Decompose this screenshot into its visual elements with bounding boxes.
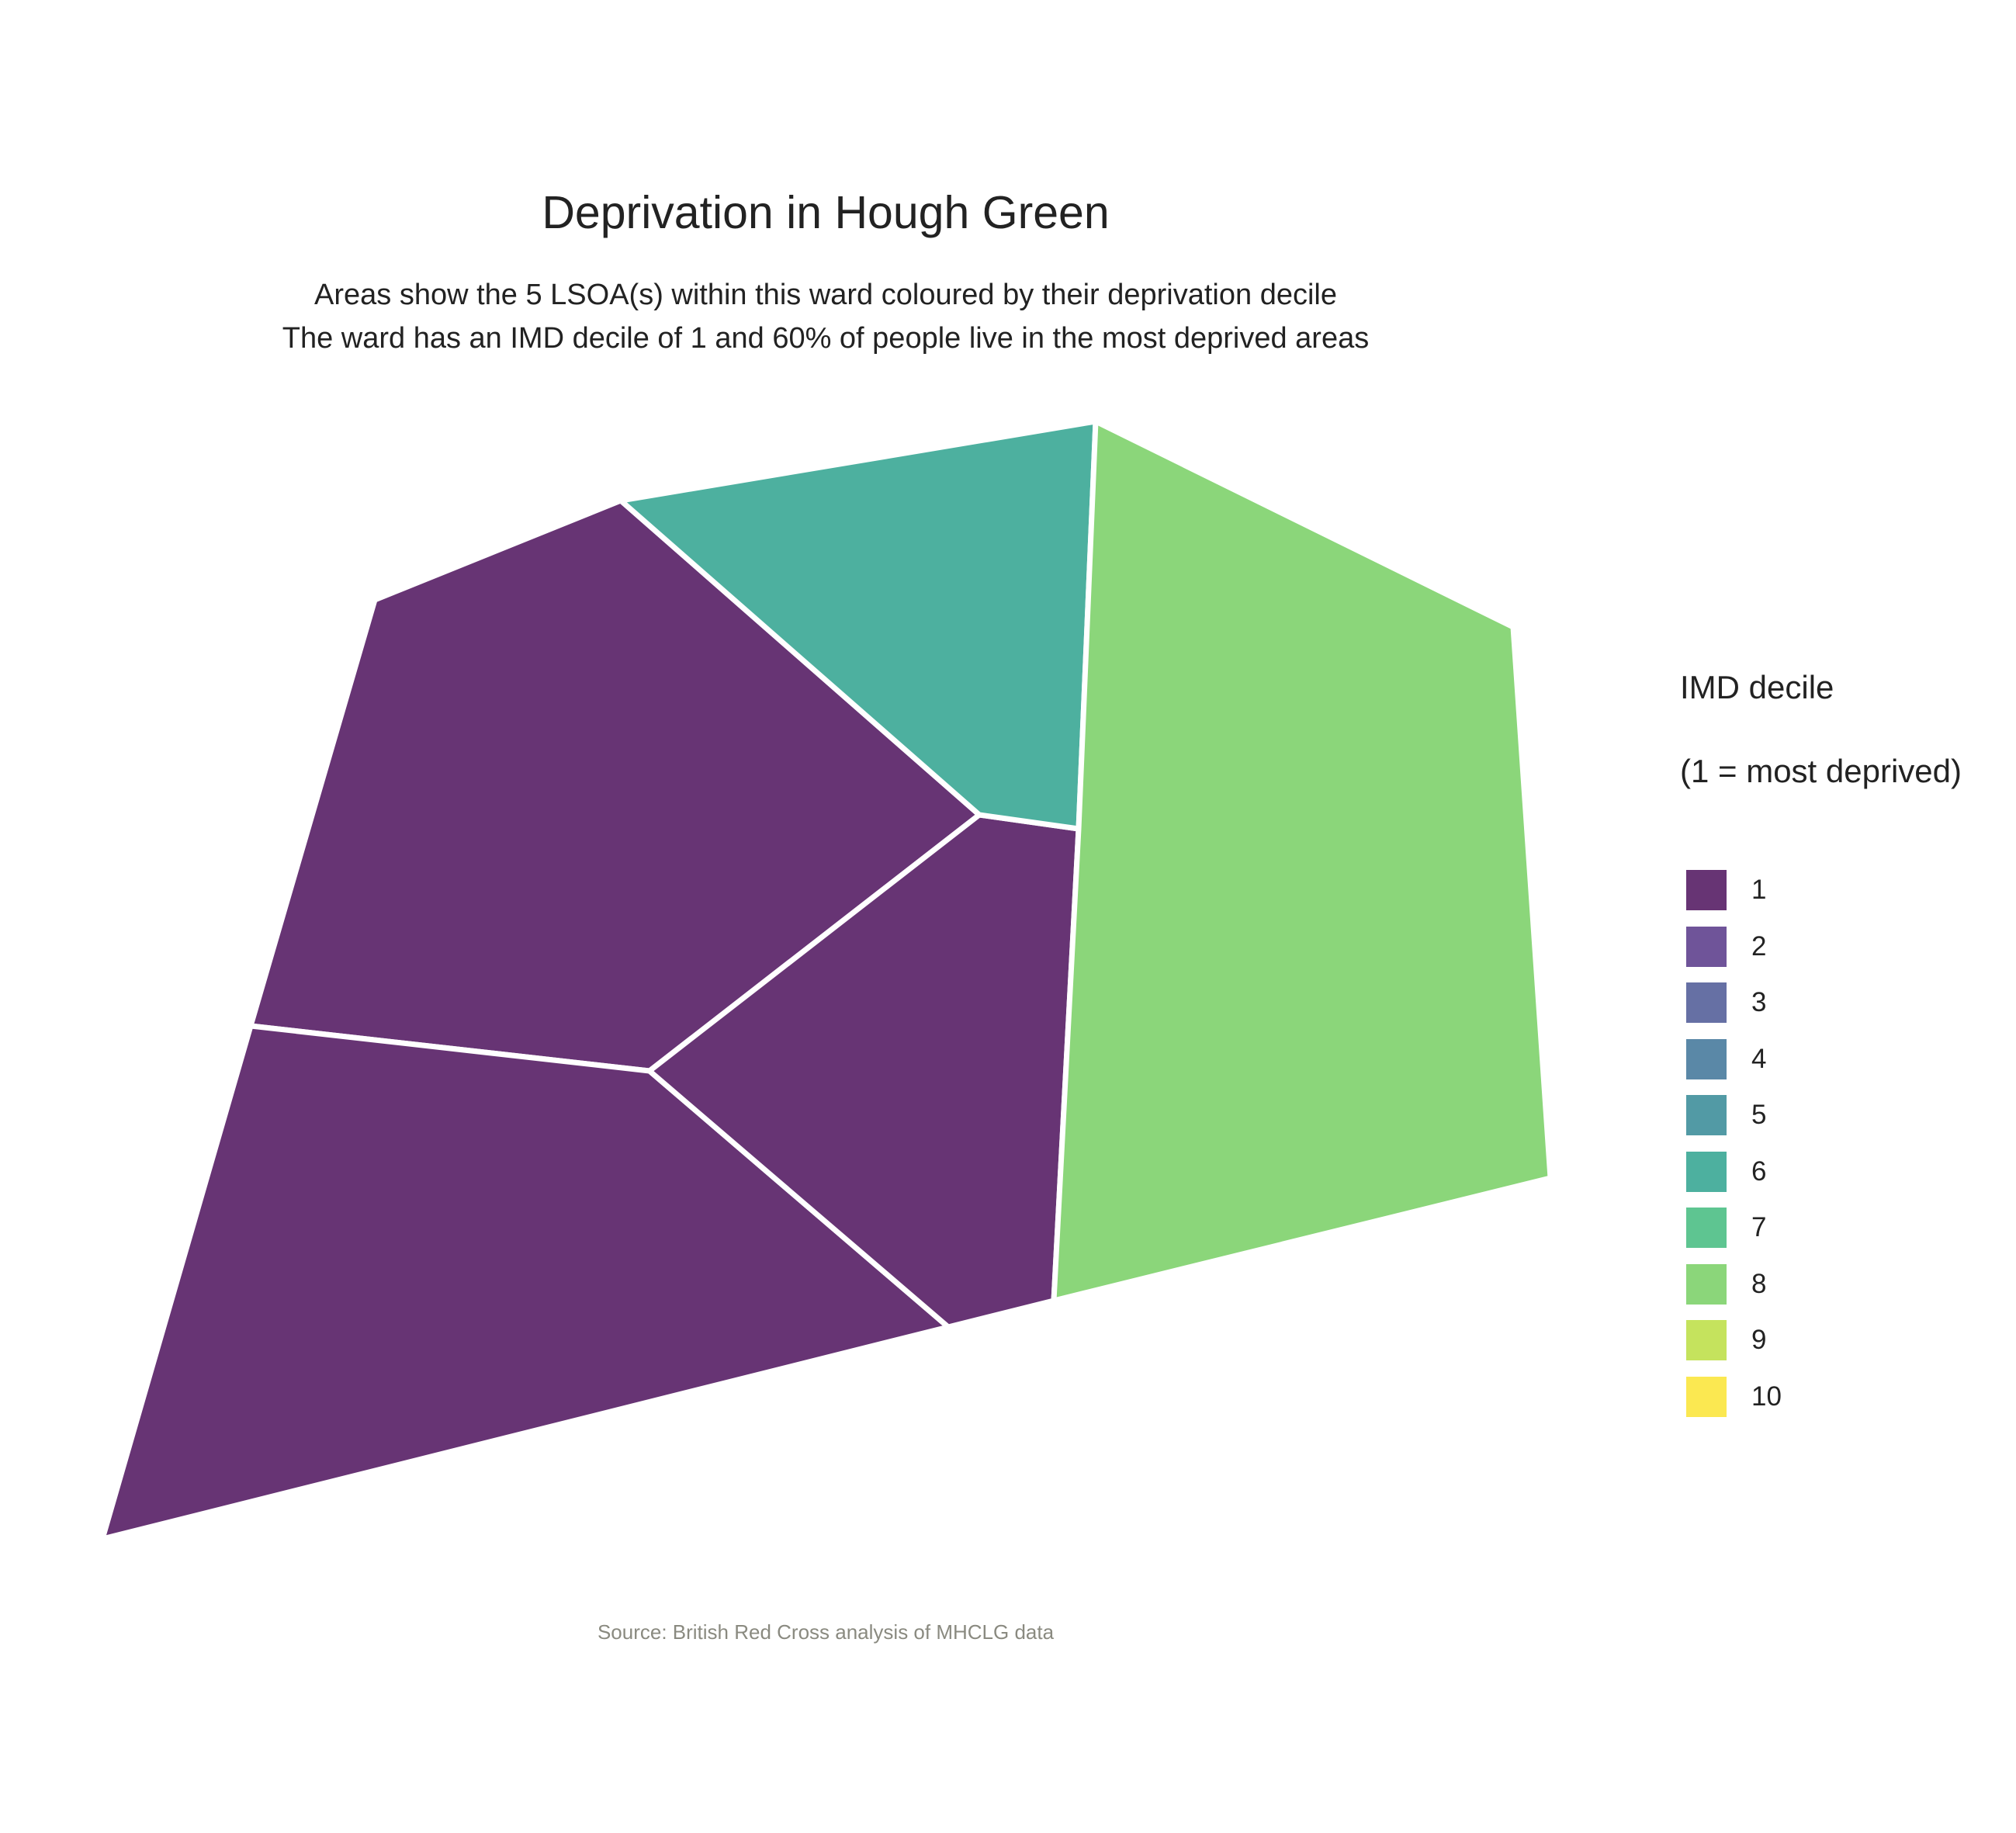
legend-item: 9: [1680, 1312, 1962, 1369]
legend-item: 2: [1680, 919, 1962, 975]
legend-label: 4: [1751, 1043, 1767, 1074]
legend-swatch: [1686, 1263, 1727, 1305]
legend: IMD decile (1 = most deprived) 1 2 3 4 5…: [1680, 625, 1962, 1425]
legend-swatch: [1686, 982, 1727, 1024]
legend-swatch: [1686, 1320, 1727, 1361]
legend-swatch: [1686, 1095, 1727, 1136]
legend-label: 9: [1751, 1325, 1767, 1356]
legend-label: 2: [1751, 930, 1767, 962]
legend-item: 5: [1680, 1087, 1962, 1144]
subtitle-line-1: Areas show the 5 LSOA(s) within this war…: [314, 279, 1337, 311]
legend-items: 1 2 3 4 5 6 7 8 9 10: [1680, 862, 1962, 1425]
subtitle-line-2: The ward has an IMD decile of 1 and 60% …: [282, 322, 1370, 355]
legend-item: 4: [1680, 1031, 1962, 1088]
legend-label: 6: [1751, 1156, 1767, 1187]
legend-label: 3: [1751, 987, 1767, 1018]
legend-title-line-1: IMD decile: [1680, 669, 1834, 705]
legend-swatch: [1686, 926, 1727, 967]
legend-title-line-2: (1 = most deprived): [1680, 753, 1962, 789]
legend-swatch: [1686, 1151, 1727, 1192]
legend-label: 5: [1751, 1100, 1767, 1131]
legend-swatch: [1686, 1376, 1727, 1417]
legend-swatch: [1686, 1208, 1727, 1249]
legend-label: 10: [1751, 1381, 1782, 1412]
legend-item: 8: [1680, 1256, 1962, 1313]
chart-title: Deprivation in Hough Green: [542, 187, 1110, 238]
legend-item: 10: [1680, 1369, 1962, 1426]
legend-label: 1: [1751, 875, 1767, 906]
legend-item: 6: [1680, 1144, 1962, 1201]
legend-item: 7: [1680, 1200, 1962, 1256]
legend-swatch: [1686, 870, 1727, 911]
source-caption: Source: British Red Cross analysis of MH…: [597, 1620, 1055, 1644]
legend-label: 8: [1751, 1268, 1767, 1299]
legend-label: 7: [1751, 1212, 1767, 1243]
legend-item: 1: [1680, 862, 1962, 919]
chart-subtitle: Areas show the 5 LSOA(s) within this war…: [0, 273, 1651, 360]
legend-title: IMD decile (1 = most deprived): [1680, 625, 1962, 834]
legend-swatch: [1686, 1038, 1727, 1079]
legend-item: 3: [1680, 975, 1962, 1031]
lsoa-east[interactable]: [1051, 418, 1554, 1304]
